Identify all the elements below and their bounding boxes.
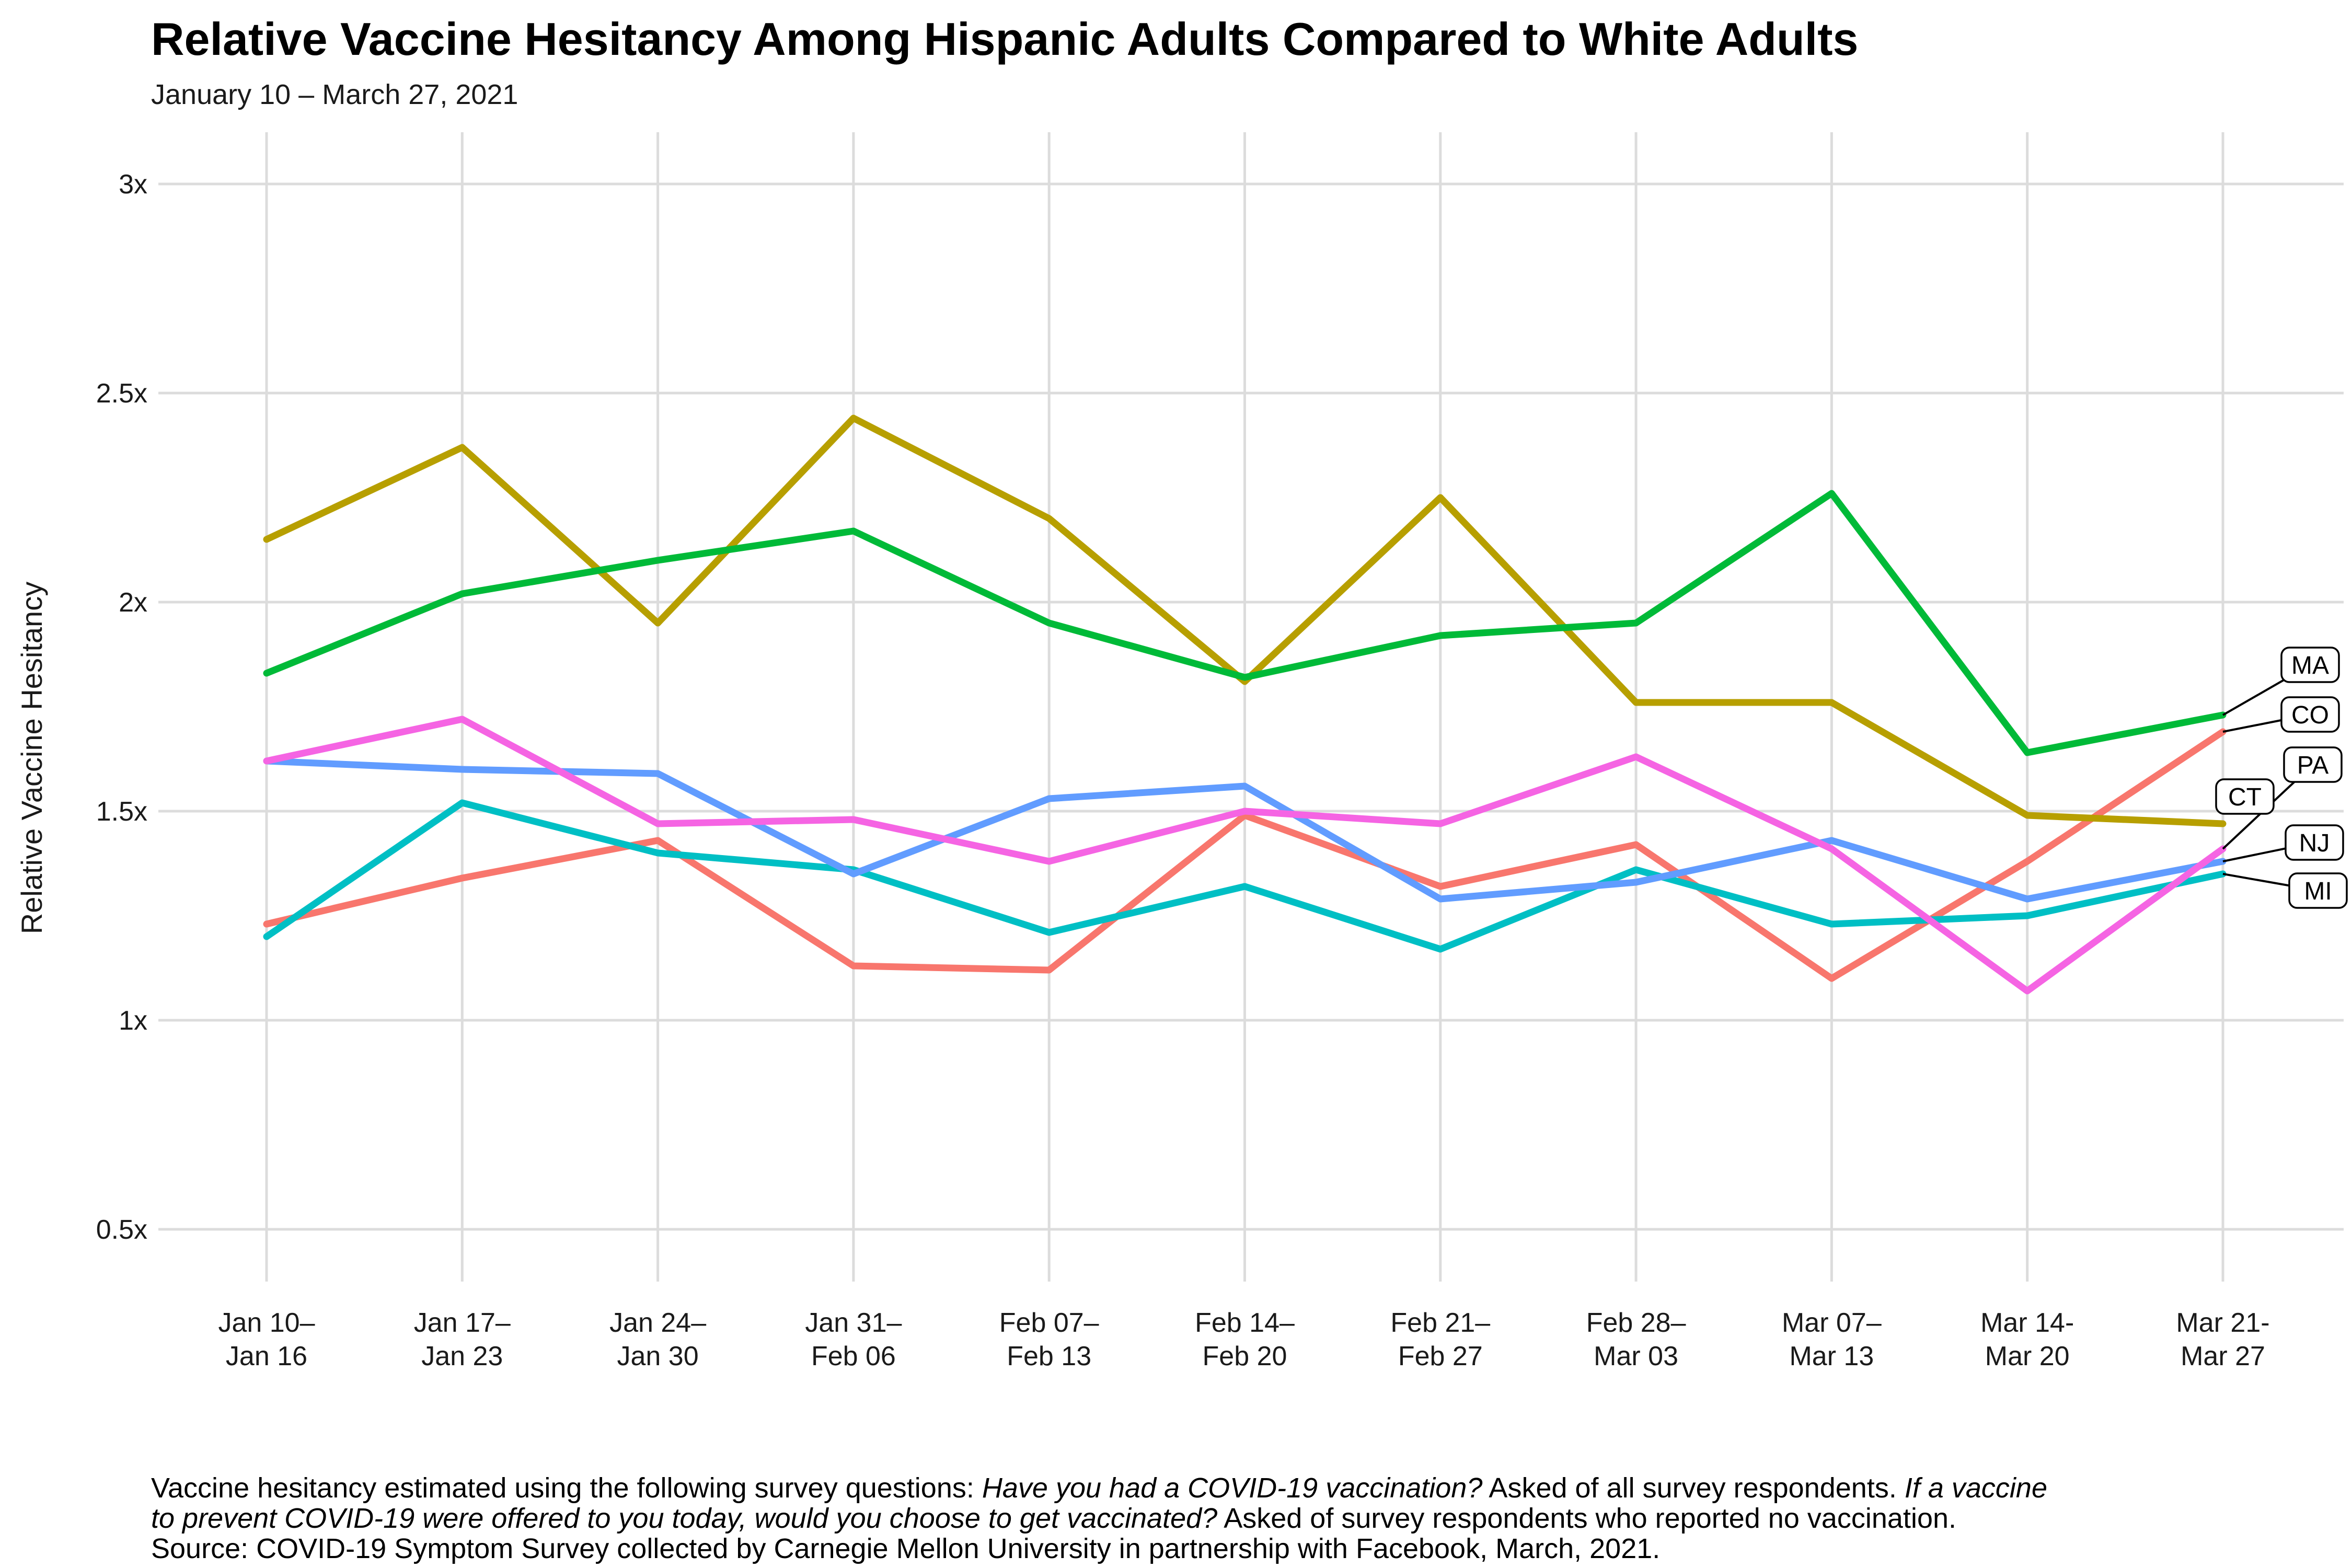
x-tick-label-5: Feb 07– Feb 13 bbox=[999, 1308, 1099, 1371]
end-label-text-CO: CO bbox=[2291, 701, 2329, 729]
y-tick-label-2x: 2x bbox=[119, 587, 147, 618]
y-tick-label-1.5x: 1.5x bbox=[96, 797, 147, 827]
end-label-box-PA bbox=[2283, 746, 2343, 783]
chart-subtitle: January 10 – March 27, 2021 bbox=[151, 79, 518, 110]
y-axis-title: Relative Vaccine Hesitancy bbox=[15, 582, 48, 934]
caption-survey-question: to prevent COVID-19 were offered to you … bbox=[151, 1503, 1218, 1534]
y-tick-label-1x: 1x bbox=[119, 1006, 147, 1036]
y-tick-label-2.5x: 2.5x bbox=[96, 378, 147, 409]
end-label-text-MI: MI bbox=[2304, 878, 2332, 905]
caption-line: to prevent COVID-19 were offered to you … bbox=[151, 1503, 2047, 1534]
x-tick-label-3: Jan 24– Jan 30 bbox=[609, 1308, 706, 1371]
series-line-CT bbox=[263, 414, 2227, 827]
x-tick-label-9: Mar 07– Mar 13 bbox=[1782, 1308, 1882, 1371]
series-line-NJ bbox=[263, 757, 2227, 903]
caption-text: Asked of all survey respondents. bbox=[1482, 1472, 1905, 1504]
x-tick-label-1: Jan 10– Jan 16 bbox=[218, 1308, 315, 1371]
caption-text: Source: COVID-19 Symptom Survey collecte… bbox=[151, 1533, 1661, 1564]
series-line-CO bbox=[263, 728, 2227, 982]
end-label-box-CO bbox=[2280, 696, 2340, 733]
x-tick-label-11: Mar 21-Mar 27 bbox=[2176, 1308, 2269, 1371]
caption-text: Vaccine hesitancy estimated using the fo… bbox=[151, 1472, 982, 1504]
end-label-box-MI bbox=[2288, 872, 2348, 909]
series-line-MI bbox=[263, 799, 2227, 953]
series-line-PA bbox=[263, 716, 2227, 995]
end-label-box-CT bbox=[2215, 778, 2275, 815]
series-line-MA bbox=[263, 490, 2227, 756]
caption-line: Vaccine hesitancy estimated using the fo… bbox=[151, 1473, 2047, 1503]
end-label-text-PA: PA bbox=[2297, 752, 2328, 779]
x-tick-label-7: Feb 21– Feb 27 bbox=[1390, 1308, 1490, 1371]
y-tick-label-3x: 3x bbox=[119, 169, 147, 200]
x-tick-label-8: Feb 28– Mar 03 bbox=[1586, 1308, 1686, 1371]
x-tick-label-2: Jan 17– Jan 23 bbox=[414, 1308, 511, 1371]
x-tick-label-4: Jan 31– Feb 06 bbox=[805, 1308, 902, 1371]
x-tick-label-6: Feb 14– Feb 20 bbox=[1195, 1308, 1295, 1371]
end-label-box-MA bbox=[2280, 647, 2340, 683]
caption-text: Asked of survey respondents who reported… bbox=[1217, 1503, 1957, 1534]
x-tick-label-10: Mar 14-Mar 20 bbox=[1980, 1308, 2074, 1371]
y-tick-label-0.5x: 0.5x bbox=[96, 1215, 147, 1245]
caption-line: Source: COVID-19 Symptom Survey collecte… bbox=[151, 1534, 2047, 1564]
end-label-text-NJ: NJ bbox=[2299, 829, 2330, 857]
end-label-text-CT: CT bbox=[2228, 783, 2262, 811]
caption: Vaccine hesitancy estimated using the fo… bbox=[151, 1473, 2047, 1564]
caption-survey-question: Have you had a COVID-19 vaccination? bbox=[982, 1472, 1483, 1504]
chart-title: Relative Vaccine Hesitancy Among Hispani… bbox=[151, 13, 1859, 65]
caption-survey-question: If a vaccine bbox=[1904, 1472, 2047, 1504]
end-label-box-NJ bbox=[2285, 824, 2344, 861]
end-label-text-MA: MA bbox=[2291, 652, 2329, 679]
